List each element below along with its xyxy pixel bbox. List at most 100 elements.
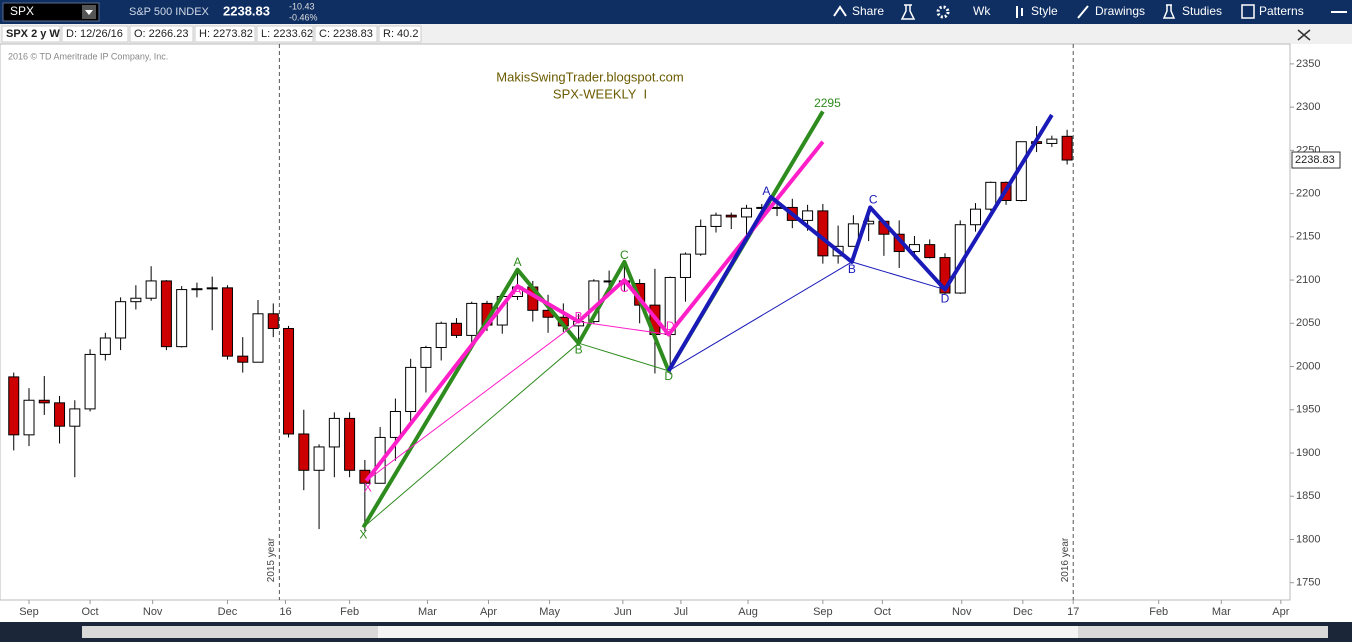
x-tick-label: Oct <box>82 606 99 618</box>
info-cell <box>378 25 422 43</box>
candle-body <box>69 408 81 427</box>
candle-body <box>191 288 203 291</box>
x-tick-label: Jun <box>614 606 632 618</box>
x-tick-label: Nov <box>143 606 163 618</box>
info-cell <box>61 25 129 43</box>
info-text: SPX 2 y W <box>6 28 60 40</box>
last-price: 2238.83 <box>223 3 270 18</box>
x-tick-label: 17 <box>1067 606 1079 618</box>
x-tick-label: Sep <box>19 606 39 618</box>
style-button[interactable]: Style <box>1031 4 1058 18</box>
candle-body <box>160 280 172 348</box>
candle-body <box>710 214 722 227</box>
drawings-icon <box>1077 5 1089 19</box>
flask-icon[interactable] <box>900 4 916 20</box>
candle-body <box>695 225 707 255</box>
studies-icon <box>1162 4 1176 19</box>
copyright: 2016 © TD Ameritrade IP Company, Inc. <box>8 51 168 61</box>
share-button[interactable]: Share <box>852 4 884 18</box>
pattern-label: C <box>869 193 878 207</box>
symbol-name: S&P 500 INDEX <box>129 6 210 18</box>
candle-body <box>176 289 188 348</box>
candle-body <box>847 223 859 247</box>
symbol: SPX <box>10 4 34 18</box>
studies-button[interactable]: Studies <box>1182 4 1222 18</box>
share-icon <box>833 5 847 17</box>
x-tick-label: Feb <box>1149 606 1168 618</box>
y-tick-label: 1750 <box>1296 577 1320 589</box>
info-text: R: 40.2 <box>383 28 418 40</box>
settings-icon[interactable] <box>936 5 950 19</box>
candle-body <box>970 208 982 226</box>
candle-body <box>1046 138 1058 144</box>
candle-body <box>283 327 295 435</box>
scroll-thumb[interactable] <box>378 626 1078 638</box>
x-tick-label: Feb <box>340 606 359 618</box>
info-text: C: 2238.83 <box>319 28 373 40</box>
pattern-label: A <box>514 283 522 297</box>
x-tick-label: Apr <box>1272 606 1289 618</box>
pattern-label: A <box>762 184 770 198</box>
pattern-line <box>364 140 825 482</box>
y-tick-label: 1950 <box>1296 404 1320 416</box>
toolbar <box>0 0 1352 24</box>
pattern-line <box>666 113 1054 372</box>
info-cell <box>256 25 314 43</box>
x-tick-label: Sep <box>813 606 833 618</box>
price-tag-label: 2238.83 <box>1295 154 1335 166</box>
candle-body <box>221 287 233 357</box>
info-cell <box>194 25 256 43</box>
candle-body <box>466 302 478 336</box>
info-cell <box>314 25 378 43</box>
candle-body <box>435 322 447 349</box>
pattern-label: D <box>664 369 673 383</box>
pattern-label: D <box>666 319 675 333</box>
candle-body <box>99 337 111 355</box>
patterns-button[interactable]: Patterns <box>1259 4 1304 18</box>
y-tick-label: 1800 <box>1296 533 1320 545</box>
plot-area <box>0 43 1291 601</box>
candle-body <box>38 399 50 404</box>
pattern-line <box>366 321 669 482</box>
pattern-label: B <box>575 309 583 323</box>
candle-body <box>328 417 340 448</box>
y-tick-label: 2050 <box>1296 317 1320 329</box>
candle-body <box>8 376 20 436</box>
price-tag <box>1291 151 1341 169</box>
symbol-input[interactable] <box>2 2 100 22</box>
style-icon <box>1016 6 1023 18</box>
candle-body <box>924 244 936 259</box>
candle-body <box>344 417 356 471</box>
candle-body <box>802 210 814 221</box>
year-marker-label: 2016 year <box>1060 537 1071 582</box>
candle-body <box>405 366 417 412</box>
candle-body <box>115 301 127 339</box>
x-tick-label: Jul <box>674 606 688 618</box>
x-tick-label: May <box>539 606 560 618</box>
drawings-button[interactable]: Drawings <box>1095 4 1145 18</box>
candle-body <box>725 214 737 218</box>
candle-body <box>252 313 264 363</box>
pattern-line <box>363 342 669 528</box>
info-text: H: 2273.82 <box>199 28 253 40</box>
pattern-label: D <box>941 291 950 305</box>
change-pct: -0.46% <box>289 12 318 22</box>
candle-body <box>420 347 432 368</box>
y-tick-label: 2350 <box>1296 58 1320 70</box>
info-text: O: 2266.23 <box>134 28 188 40</box>
y-tick-label: 2300 <box>1296 101 1320 113</box>
patterns-icon <box>1241 4 1255 19</box>
crosshair-toggle[interactable] <box>1297 29 1311 41</box>
year-marker-label: 2015 year <box>266 537 277 582</box>
y-tick-label: 2200 <box>1296 187 1320 199</box>
info-cell <box>129 25 194 43</box>
candle-body <box>1061 135 1073 161</box>
candle-body <box>54 402 66 427</box>
candle-body <box>741 207 753 218</box>
period-button[interactable]: Wk <box>973 4 991 18</box>
x-tick-label: Aug <box>738 606 758 618</box>
info-cell <box>1 25 61 43</box>
pattern-label: B <box>575 342 583 356</box>
